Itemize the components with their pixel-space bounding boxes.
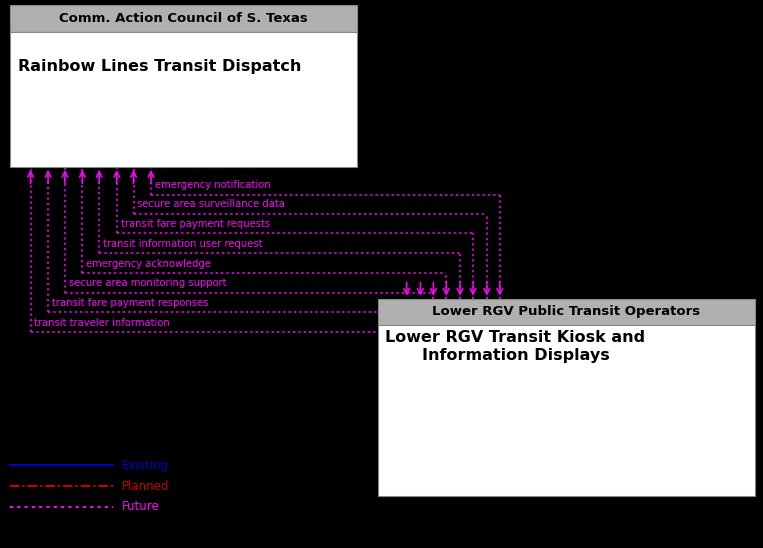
- Text: Comm. Action Council of S. Texas: Comm. Action Council of S. Texas: [59, 12, 308, 25]
- Text: Planned: Planned: [122, 480, 169, 493]
- Text: transit traveler information: transit traveler information: [34, 318, 170, 328]
- Text: transit information user request: transit information user request: [103, 239, 262, 249]
- Bar: [10, 32, 357, 167]
- Bar: [10, 5, 357, 32]
- Text: Existing: Existing: [122, 459, 169, 472]
- Text: secure area surveillance data: secure area surveillance data: [137, 199, 285, 209]
- Text: emergency notification: emergency notification: [155, 180, 271, 190]
- Text: Lower RGV Public Transit Operators: Lower RGV Public Transit Operators: [433, 305, 700, 318]
- Text: Lower RGV Transit Kiosk and
Information Displays: Lower RGV Transit Kiosk and Information …: [385, 330, 645, 363]
- Text: transit fare payment responses: transit fare payment responses: [52, 298, 208, 308]
- Text: Future: Future: [122, 500, 159, 513]
- Text: Rainbow Lines Transit Dispatch: Rainbow Lines Transit Dispatch: [18, 59, 301, 74]
- Text: transit fare payment requests: transit fare payment requests: [121, 219, 269, 229]
- Text: emergency acknowledge: emergency acknowledge: [86, 259, 211, 269]
- Bar: [378, 325, 755, 496]
- Bar: [378, 299, 755, 325]
- Text: secure area monitoring support: secure area monitoring support: [69, 278, 226, 288]
